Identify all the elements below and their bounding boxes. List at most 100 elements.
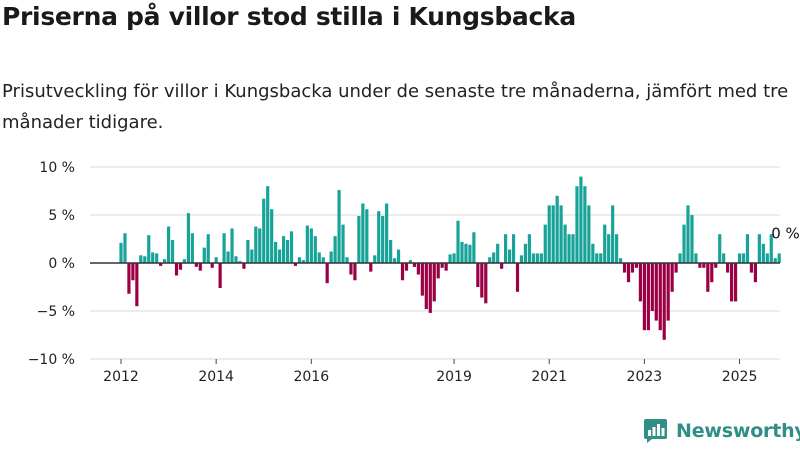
bar [381,215,385,263]
bar [476,263,480,287]
bar [289,231,294,263]
bar [163,259,167,263]
bar [563,224,567,263]
bar [230,228,234,263]
bar [214,257,218,263]
bars [119,176,781,340]
bar [539,253,543,263]
bar [662,263,666,340]
bar [202,247,206,263]
bar [412,263,417,267]
bar [254,226,258,263]
bar [448,254,452,263]
bar [733,263,738,302]
bar [218,263,222,288]
bar [468,244,472,263]
last-value-annotation: 0 % [771,224,800,242]
bar [634,263,639,268]
bar [246,239,250,263]
bar [737,253,742,263]
bar [753,263,757,283]
y-axis: 10 % 5 % 0 % −5 % −10 % [28,160,75,368]
x-tick-label: 2025 [722,369,758,385]
bar [773,258,777,263]
bar [726,263,730,273]
bar [274,241,278,263]
bar [603,224,607,263]
bar [444,263,448,271]
bar [293,263,298,266]
bar [139,255,143,263]
bar [305,225,309,263]
bar [496,243,500,263]
bar [714,263,718,268]
bar [369,263,373,272]
bar [694,253,698,263]
bar [147,235,151,263]
bar [722,253,726,263]
bar [432,263,436,302]
bar [123,233,127,263]
bar [515,263,520,292]
bar [777,253,781,263]
bar [182,259,187,263]
bar [424,263,428,310]
bar [678,253,682,263]
bar [242,263,246,269]
bar [547,205,551,263]
bar [745,234,750,263]
bar [543,224,547,263]
bar [622,263,627,273]
bar [595,253,599,263]
annotations: 0 % [771,224,800,242]
bar [408,260,413,263]
bar-chart: 10 % 5 % 0 % −5 % −10 % 2012 2014 2016 2019 2021… [28,160,800,385]
bar [357,215,361,263]
bar [741,253,746,263]
bar [345,257,349,263]
bar [615,234,619,263]
bar [297,257,302,263]
bar [749,263,754,273]
bar [392,258,397,263]
bar [186,213,191,263]
bar [523,243,528,263]
y-tick-label: −10 % [28,352,75,368]
bar [194,263,198,267]
bar [591,243,595,263]
bar [630,263,635,273]
bar [527,234,531,263]
bar [143,256,147,263]
bar [234,256,238,263]
bar [519,255,524,263]
bar [460,241,464,263]
bar [599,253,603,263]
bar [686,205,690,263]
bar [353,263,357,281]
bar [682,224,686,263]
bar [190,233,194,263]
bar [456,220,460,263]
bar [583,186,587,263]
bar [301,260,305,263]
bar [400,263,405,281]
bar [377,211,381,263]
bar [365,209,369,263]
bar [670,263,674,292]
bar [329,251,333,263]
bar [396,249,401,263]
bar [559,205,563,263]
bar [416,263,420,275]
bar [385,203,389,263]
bar [135,263,139,307]
bar [698,263,702,268]
x-tick-label: 2014 [198,369,234,385]
chart-title: Priserna på villor stod stilla i Kungsba… [2,2,576,31]
x-tick-label: 2012 [103,369,139,385]
bar [258,228,262,263]
brand-name: Newsworthy [676,419,800,442]
y-tick-label: 10 % [39,160,75,176]
x-axis: 2012 2014 2016 2019 2021 2023 2025 [103,359,757,385]
bar [309,228,313,263]
bar [769,234,773,263]
